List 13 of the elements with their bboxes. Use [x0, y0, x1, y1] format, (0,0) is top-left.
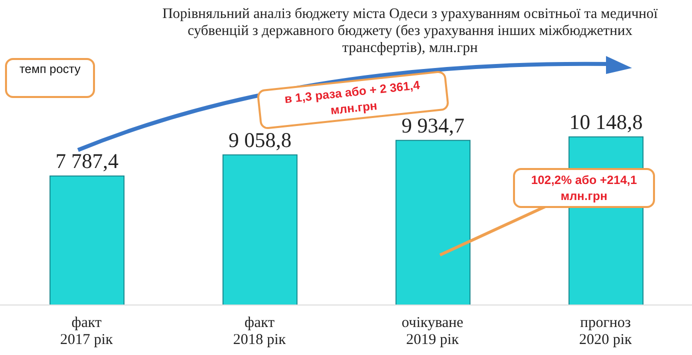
- bar: [50, 175, 124, 306]
- chart-title: Порівняльний аналіз бюджету міста Одеси з урахуванням освітньої та медичної субвенцій з державного бюджету (без урахування інших міжбюджетних трансфертів), млн.грн: [161, 6, 659, 57]
- bar: [396, 140, 470, 306]
- x-tick-label: очікуване 2019 рік: [402, 315, 464, 348]
- x-tick-label: факт 2018 рік: [233, 315, 287, 348]
- bar: [222, 154, 298, 306]
- data-label: 9 058,8: [228, 128, 292, 152]
- annotation: 102,2% або +214,1 млн.грн: [513, 168, 655, 208]
- text: темп росту: [5, 58, 95, 98]
- data-label: 7 787,4: [56, 148, 119, 173]
- x-tick-label: факт 2017 рік: [60, 315, 114, 348]
- x-tick-label: прогноз 2020 рік: [579, 315, 633, 348]
- data-label: 10 148,8: [569, 110, 643, 134]
